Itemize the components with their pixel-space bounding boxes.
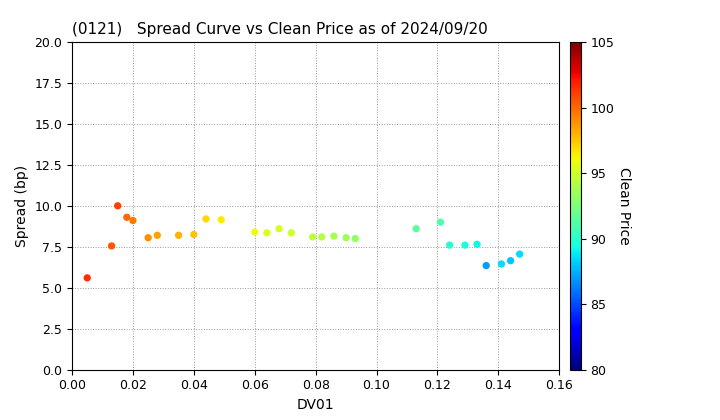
Point [261, 229, 273, 236]
Point [316, 234, 328, 240]
Point [495, 260, 507, 267]
Point [341, 234, 352, 241]
Point [410, 226, 422, 232]
Point [249, 228, 261, 235]
Y-axis label: Clean Price: Clean Price [617, 167, 631, 245]
Point [215, 216, 227, 223]
Text: (0121)   Spread Curve vs Clean Price as of 2024/09/20: (0121) Spread Curve vs Clean Price as of… [72, 22, 487, 37]
Point [459, 242, 471, 249]
Point [112, 202, 123, 209]
Point [81, 275, 93, 281]
Point [328, 233, 340, 239]
Point [286, 229, 297, 236]
Point [274, 226, 285, 232]
X-axis label: DV01: DV01 [297, 398, 335, 412]
Point [173, 232, 184, 239]
Point [435, 219, 446, 226]
Point [505, 257, 516, 264]
Point [444, 242, 456, 249]
Point [514, 251, 526, 257]
Point [307, 234, 318, 240]
Point [143, 234, 154, 241]
Point [106, 243, 117, 249]
Point [200, 215, 212, 222]
Point [480, 262, 492, 269]
Point [127, 217, 139, 224]
Point [151, 232, 163, 239]
Point [349, 235, 361, 242]
Point [188, 231, 199, 238]
Point [121, 214, 132, 220]
Y-axis label: Spread (bp): Spread (bp) [15, 165, 29, 247]
Point [472, 241, 483, 248]
